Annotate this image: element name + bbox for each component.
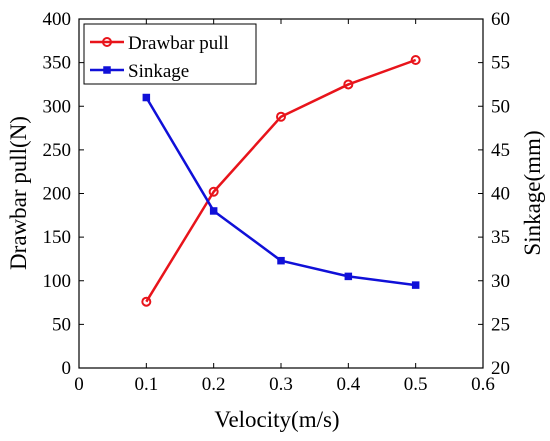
y-left-tick-label: 350 (43, 53, 72, 74)
data-point-sinkage (344, 272, 353, 281)
legend-marker-sinkage (103, 66, 111, 74)
y-left-tick-label: 250 (43, 140, 72, 161)
axis-ticks: 0 0.1 0.2 0.3 0.4 0.5 0.6 0 50 100 150 200 250 300 350… (43, 9, 511, 395)
legend-label-drawbar-pull: Drawbar pull (128, 33, 229, 54)
y-left-tick-label: 0 (62, 358, 72, 379)
y-left-tick-label: 300 (43, 96, 72, 117)
y-right-tick-label: 45 (491, 140, 510, 161)
data-point-drawbar-pull (141, 296, 152, 307)
y-left-tick-label: 200 (43, 184, 72, 205)
data-point-drawbar-pull (410, 55, 421, 66)
data-point-drawbar-pull (276, 111, 286, 122)
data-point-sinkage (277, 256, 285, 265)
legend-label-sinkage: Sinkage (128, 61, 189, 82)
series-line-drawbar-pull (145, 58, 417, 303)
x-tick-label: 0.3 (269, 374, 293, 395)
y-left-tick-label: 50 (52, 314, 71, 335)
y-left-tick-label: 400 (43, 9, 72, 30)
x-tick-label: 0.5 (404, 374, 428, 395)
y-right-tick-label: 35 (491, 227, 510, 248)
y-right-tick-label: 50 (491, 96, 510, 117)
legend-marker-drawbar-pull (102, 37, 112, 47)
x-tick-label: 0 (74, 374, 84, 395)
x-axis-title: Velocity(m/s) (214, 407, 339, 432)
y-right-tick-label: 55 (491, 53, 510, 74)
y-right-tick-label: 20 (491, 358, 510, 379)
x-tick-label: 0.4 (336, 374, 360, 395)
x-tick-label: 0.2 (202, 374, 226, 395)
y-left-tick-label: 150 (43, 227, 72, 248)
y-right-tick-label: 60 (491, 9, 510, 30)
legend-box (83, 23, 257, 85)
data-point-sinkage (411, 281, 420, 289)
y-axis-left-title: Drawbar pull(N) (6, 116, 31, 270)
x-tick-label: 0.6 (471, 374, 495, 395)
data-point-sinkage (209, 207, 218, 215)
y-left-tick-label: 100 (43, 271, 72, 292)
legend: Drawbar pull Sinkage (83, 23, 257, 85)
data-point-sinkage (142, 93, 151, 102)
x-tick-label: 0.1 (134, 374, 158, 395)
data-point-drawbar-pull (343, 79, 354, 90)
y-right-tick-label: 25 (491, 314, 510, 335)
data-point-drawbar-pull (208, 186, 219, 197)
series-layer (141, 55, 421, 307)
y-right-tick-label: 30 (491, 271, 510, 292)
y-axis-right-title: Sinkage(mm) (520, 130, 545, 255)
y-right-tick-label: 40 (491, 184, 510, 205)
